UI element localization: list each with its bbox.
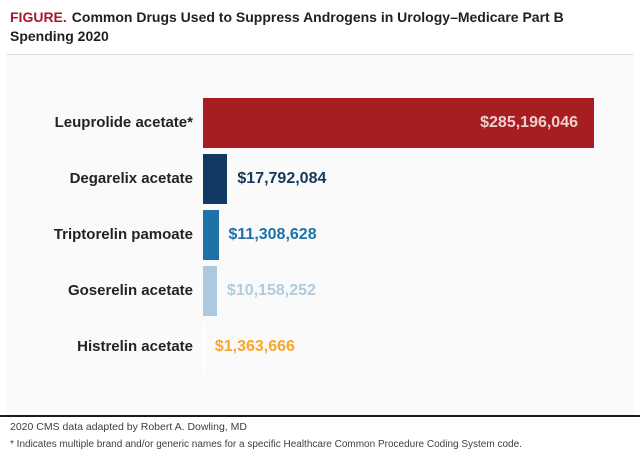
bar-category-label: Leuprolide acetate* — [54, 114, 193, 131]
figure-title-line1: Common Drugs Used to Suppress Androgens … — [71, 9, 564, 25]
bar-row: Leuprolide acetate* $285,196,046 — [7, 98, 633, 148]
figure-label: FIGURE. — [10, 9, 67, 25]
bar-row: Histrelin acetate $1,363,666 — [7, 322, 633, 372]
bar-category-label: Triptorelin pamoate — [53, 226, 193, 243]
bar-value-label: $285,196,046 — [480, 114, 578, 131]
bar — [203, 98, 594, 148]
footer-source: 2020 CMS data adapted by Robert A. Dowli… — [10, 421, 247, 433]
bar-category-label: Goserelin acetate — [67, 282, 193, 299]
footer-divider — [0, 415, 640, 417]
bar-category-label: Histrelin acetate — [77, 338, 193, 355]
bar-value-label: $11,308,628 — [228, 226, 317, 243]
footer-note: * Indicates multiple brand and/or generi… — [10, 439, 522, 450]
bar-row: Degarelix acetate $17,792,084 — [7, 154, 633, 204]
bar — [203, 322, 205, 372]
bar-row: Goserelin acetate $10,158,252 — [7, 266, 633, 316]
bar-category-label: Degarelix acetate — [69, 170, 193, 187]
bar-chart-plot-area: Leuprolide acetate* $285,196,046 Degarelix… — [7, 54, 633, 415]
figure-title-line2: Spending 2020 — [10, 28, 109, 44]
bar-value-label: $10,158,252 — [226, 282, 316, 299]
figure-title: FIGURE. Common Drugs Used to Suppress And… — [10, 8, 610, 46]
bar — [203, 154, 228, 204]
bar — [203, 210, 219, 260]
bar-value-label: $1,363,666 — [214, 338, 295, 355]
bar-value-label: $17,792,084 — [237, 170, 327, 187]
bar — [203, 266, 217, 316]
bar-row: Triptorelin pamoate $11,308,628 — [7, 210, 633, 260]
